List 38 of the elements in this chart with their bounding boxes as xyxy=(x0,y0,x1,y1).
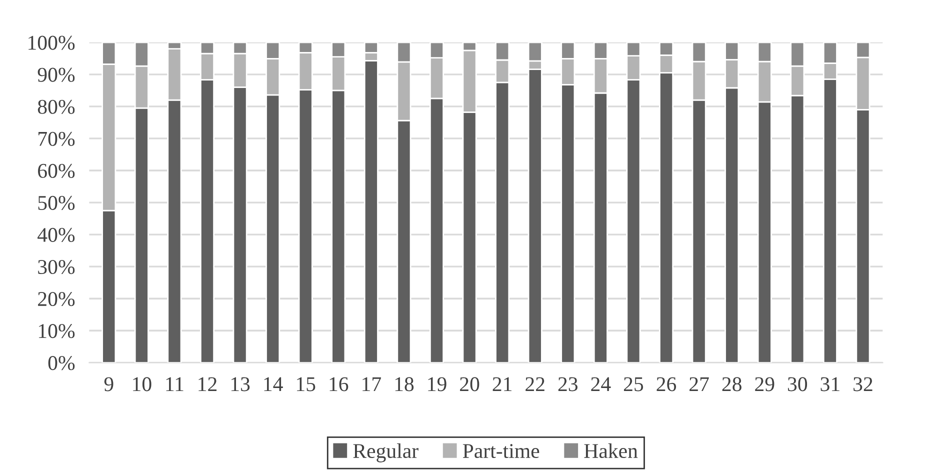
x-tick-label: 9 xyxy=(104,377,114,392)
x-tick-label: 19 xyxy=(428,377,446,392)
x-tick-label: 31 xyxy=(820,377,840,392)
y-tick-label: 100% xyxy=(28,36,75,50)
legend-label: Part-time xyxy=(462,444,540,458)
x-tick-label: 25 xyxy=(624,377,644,392)
y-tick-label: 60% xyxy=(38,164,75,178)
x-tick-label: 20 xyxy=(460,377,480,392)
y-tick-label: 30% xyxy=(38,260,75,274)
y-tick-label: 70% xyxy=(38,132,75,146)
y-tick-label: 90% xyxy=(38,68,75,82)
x-tick-label: 23 xyxy=(558,377,578,392)
x-tick-label: 11 xyxy=(166,377,184,392)
y-tick-label: 10% xyxy=(38,324,75,338)
x-tick-label: 15 xyxy=(297,377,316,392)
y-tick-label: 0% xyxy=(48,356,75,370)
x-tick-label: 24 xyxy=(591,377,611,392)
x-tick-label: 29 xyxy=(755,377,774,392)
x-tick-label: 22 xyxy=(526,377,544,392)
y-tick-label: 50% xyxy=(38,196,75,210)
x-tick-label: 17 xyxy=(362,377,381,392)
x-tick-label: 30 xyxy=(788,377,808,392)
y-tick-label: 40% xyxy=(38,228,75,242)
x-tick-label: 13 xyxy=(231,377,250,392)
y-tick-label: 20% xyxy=(38,292,75,306)
x-tick-label: 32 xyxy=(854,377,872,392)
x-tick-label: 27 xyxy=(690,377,709,392)
x-tick-label: 26 xyxy=(656,377,676,392)
y-tick-label: 80% xyxy=(38,100,75,114)
legend-label: Regular xyxy=(353,443,418,462)
x-tick-label: 21 xyxy=(492,377,512,392)
x-tick-label: 10 xyxy=(133,377,152,392)
x-tick-label: 14 xyxy=(264,377,283,392)
x-tick-label: 12 xyxy=(198,377,217,392)
x-tick-label: 28 xyxy=(722,377,742,392)
x-tick-label: 16 xyxy=(330,377,348,392)
x-tick-label: 18 xyxy=(395,377,414,392)
legend-label: Haken xyxy=(584,443,638,458)
